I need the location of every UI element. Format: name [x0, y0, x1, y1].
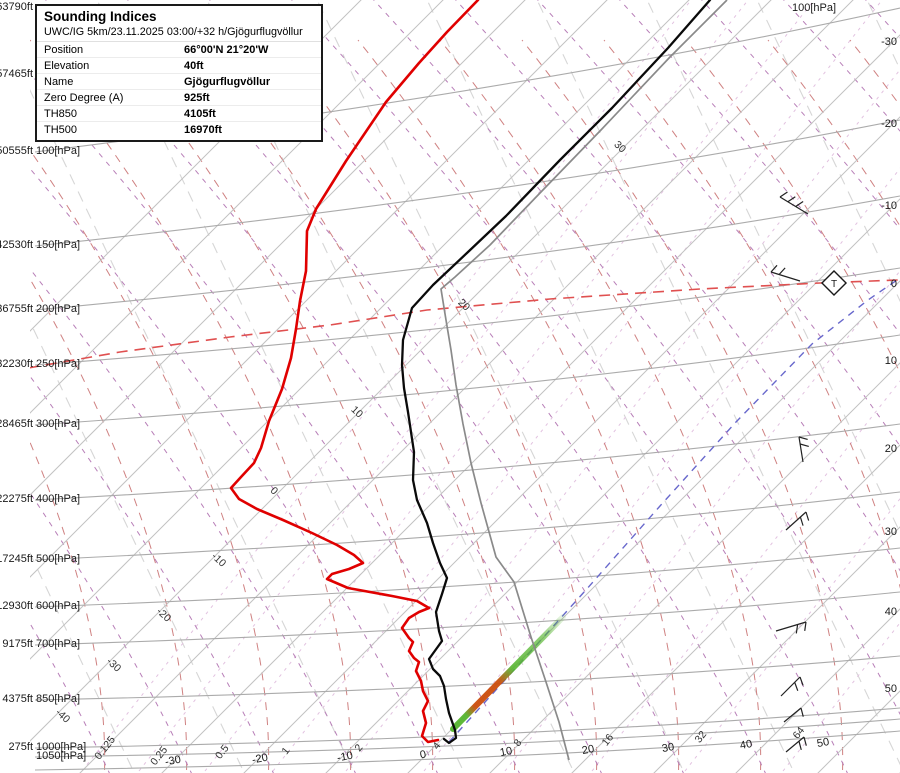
wind-barb [770, 264, 801, 282]
sounding-info-panel: Sounding Indices UWC/IG 5km/23.11.2025 0… [35, 4, 323, 142]
panel-title: Sounding Indices [44, 9, 157, 24]
wind-barb [785, 736, 807, 753]
info-value: 40ft [184, 59, 204, 72]
info-label: TH500 [44, 123, 78, 136]
info-label: TH850 [44, 107, 78, 120]
info-row-th850: TH850 4105ft [37, 106, 321, 122]
model-run-subtitle: UWC/IG 5km/23.11.2025 03:00/+32 h/Gjögur… [37, 26, 321, 42]
info-value: Gjögurflugvöllur [184, 75, 271, 88]
info-label: Name [44, 75, 74, 88]
tropopause-marker: T [820, 269, 848, 297]
info-value: 66°00'N 21°20'W [184, 43, 269, 56]
info-value: 925ft [184, 91, 210, 104]
wind-barb [785, 511, 810, 531]
info-label: Position [44, 43, 84, 56]
info-row-th500: TH500 16970ft [37, 122, 321, 137]
wind-barb [798, 436, 809, 463]
wind-barb [783, 707, 804, 723]
wind-barb [780, 676, 804, 697]
info-value: 4105ft [184, 107, 216, 120]
info-row-position: Position 66°00'N 21°20'W [37, 42, 321, 58]
info-row-zero-degree: Zero Degree (A) 925ft [37, 90, 321, 106]
svg-text:T: T [831, 279, 837, 290]
wind-barb [775, 621, 807, 634]
info-value: 16970ft [184, 123, 222, 136]
info-row-name: Name Gjögurflugvöllur [37, 74, 321, 90]
wind-barb [779, 191, 809, 215]
info-label: Zero Degree (A) [44, 91, 124, 104]
info-label: Elevation [44, 59, 90, 72]
info-row-elevation: Elevation 40ft [37, 58, 321, 74]
